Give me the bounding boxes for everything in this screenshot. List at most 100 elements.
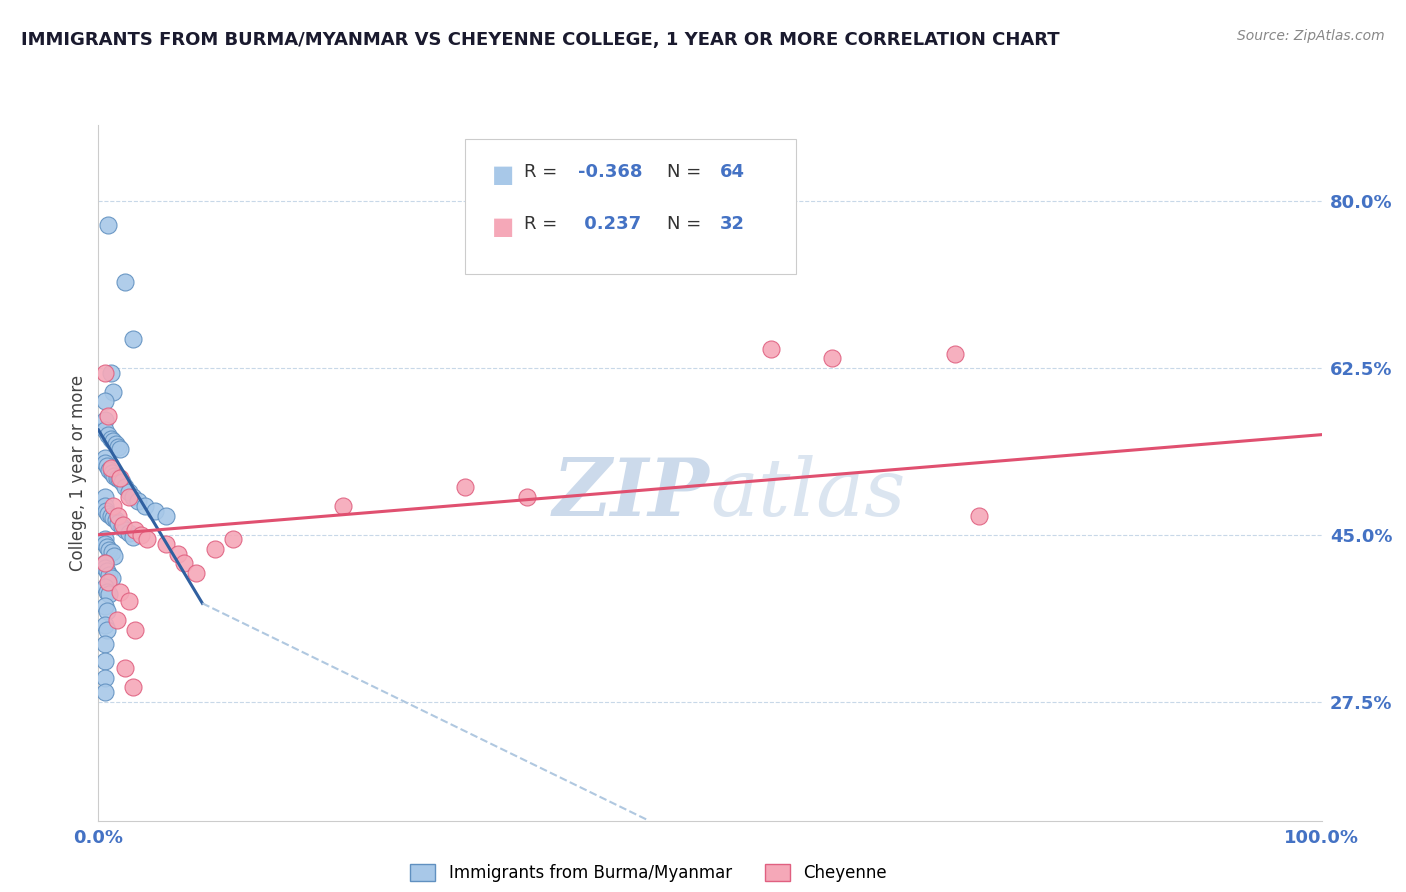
Point bbox=[93, 618, 115, 632]
Point bbox=[96, 585, 118, 599]
Y-axis label: College, 1 year or more: College, 1 year or more bbox=[69, 375, 87, 571]
Text: N =: N = bbox=[668, 215, 702, 234]
Text: 64: 64 bbox=[720, 163, 745, 181]
Point bbox=[134, 499, 156, 513]
Point bbox=[121, 680, 143, 694]
Point bbox=[93, 456, 115, 470]
FancyBboxPatch shape bbox=[465, 139, 796, 275]
Point bbox=[96, 540, 118, 554]
Point bbox=[118, 525, 141, 540]
Text: atlas: atlas bbox=[710, 455, 905, 533]
Point bbox=[96, 604, 118, 618]
Point bbox=[103, 468, 125, 483]
Point bbox=[97, 507, 120, 521]
Point bbox=[93, 423, 115, 437]
Point bbox=[97, 427, 120, 442]
Point bbox=[167, 547, 190, 561]
Point bbox=[118, 594, 141, 608]
Point bbox=[124, 623, 146, 637]
Point bbox=[98, 543, 121, 558]
Point bbox=[173, 557, 195, 571]
Text: R =: R = bbox=[524, 215, 557, 234]
Point bbox=[515, 490, 537, 504]
Point bbox=[943, 346, 966, 360]
Point bbox=[101, 384, 124, 399]
Point bbox=[98, 567, 121, 582]
Point bbox=[136, 533, 159, 547]
Point bbox=[98, 587, 121, 601]
Point bbox=[332, 499, 354, 513]
Point bbox=[101, 571, 124, 585]
Text: R =: R = bbox=[524, 163, 557, 181]
Point bbox=[110, 470, 132, 484]
Point bbox=[93, 637, 115, 651]
Point bbox=[114, 523, 136, 537]
Text: ZIP: ZIP bbox=[553, 455, 710, 533]
Text: IMMIGRANTS FROM BURMA/MYANMAR VS CHEYENNE COLLEGE, 1 YEAR OR MORE CORRELATION CH: IMMIGRANTS FROM BURMA/MYANMAR VS CHEYENN… bbox=[21, 31, 1060, 49]
Point bbox=[121, 530, 143, 544]
Point bbox=[96, 623, 118, 637]
Point bbox=[821, 351, 844, 366]
Point bbox=[97, 218, 120, 232]
Point bbox=[93, 557, 115, 571]
Point bbox=[93, 537, 115, 551]
Point bbox=[101, 499, 124, 513]
Point bbox=[114, 275, 136, 289]
Point bbox=[104, 513, 127, 527]
Point bbox=[93, 671, 115, 685]
Point bbox=[222, 533, 245, 547]
Point bbox=[186, 566, 208, 580]
Point bbox=[104, 437, 127, 451]
Point bbox=[93, 557, 115, 571]
Point bbox=[93, 366, 115, 380]
Point bbox=[105, 470, 128, 484]
Point bbox=[111, 520, 134, 534]
Point bbox=[93, 685, 115, 699]
Legend: Immigrants from Burma/Myanmar, Cheyenne: Immigrants from Burma/Myanmar, Cheyenne bbox=[411, 863, 887, 882]
Point bbox=[93, 451, 115, 466]
Point bbox=[204, 541, 226, 556]
Point bbox=[103, 549, 125, 563]
Point bbox=[101, 434, 124, 449]
Point bbox=[93, 599, 115, 614]
Point bbox=[93, 580, 115, 594]
Text: 32: 32 bbox=[720, 215, 745, 234]
Point bbox=[107, 516, 129, 531]
Point bbox=[97, 575, 120, 590]
Text: ■: ■ bbox=[492, 215, 515, 239]
Text: 0.237: 0.237 bbox=[578, 215, 641, 234]
Point bbox=[111, 518, 134, 533]
Point bbox=[110, 585, 132, 599]
Point bbox=[114, 661, 136, 675]
Point bbox=[121, 332, 143, 346]
Point bbox=[100, 433, 122, 447]
Point bbox=[108, 472, 131, 486]
Point bbox=[101, 466, 124, 480]
Point bbox=[143, 504, 166, 518]
Point bbox=[94, 504, 117, 518]
Point bbox=[121, 490, 143, 504]
Point bbox=[111, 475, 134, 490]
Point bbox=[93, 533, 115, 547]
Point bbox=[93, 394, 115, 409]
Point bbox=[967, 508, 990, 523]
Point bbox=[124, 523, 146, 537]
Point bbox=[101, 510, 124, 524]
Text: ■: ■ bbox=[492, 163, 515, 187]
Point bbox=[100, 366, 122, 380]
Point bbox=[107, 508, 129, 523]
Point bbox=[96, 564, 118, 578]
Point bbox=[96, 459, 118, 474]
Point bbox=[761, 342, 783, 356]
Point bbox=[98, 463, 121, 477]
Point bbox=[155, 537, 177, 551]
Point bbox=[100, 508, 122, 523]
Point bbox=[114, 480, 136, 494]
Point bbox=[107, 440, 129, 454]
Point bbox=[101, 545, 124, 559]
Text: N =: N = bbox=[668, 163, 702, 181]
Point bbox=[118, 490, 141, 504]
Point bbox=[97, 409, 120, 423]
Point bbox=[93, 653, 115, 667]
Text: -0.368: -0.368 bbox=[578, 163, 643, 181]
